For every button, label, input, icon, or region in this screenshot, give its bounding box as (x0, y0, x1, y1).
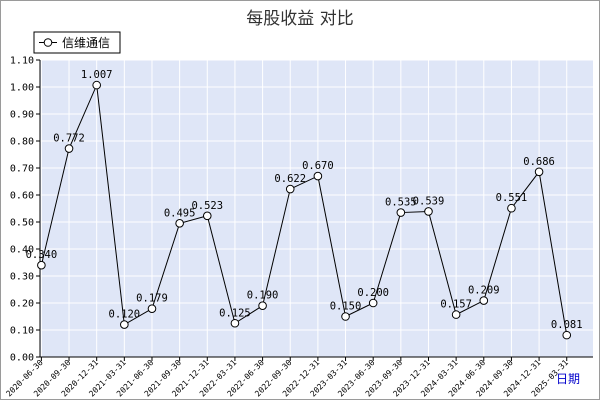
y-tick-label: 0.40 (10, 245, 34, 256)
y-tick-label: 0.20 (10, 299, 34, 310)
data-point (562, 330, 572, 340)
data-label: 0.209 (468, 285, 500, 297)
data-point (479, 296, 489, 305)
data-label: 0.539 (413, 195, 445, 207)
legend-marker-icon (43, 38, 53, 47)
y-tick-label: 0.30 (10, 272, 34, 283)
data-point (341, 312, 350, 321)
y-tick-label: 1.00 (10, 83, 34, 94)
y-tick-label: 1.10 (10, 56, 34, 67)
data-label: 0.120 (109, 309, 141, 321)
legend: 信维通信 (33, 31, 121, 54)
legend-series-name: 信维通信 (62, 36, 110, 50)
data-label: 0.523 (191, 200, 223, 212)
data-point (451, 310, 461, 319)
data-label: 0.190 (247, 290, 279, 302)
data-point (230, 318, 240, 328)
data-point (424, 207, 433, 216)
y-tick-labels: 0.00 0.10 0.20 0.30 0.40 0.50 0.60 0.70 0.80 0.90… (10, 56, 34, 364)
data-label: 0.686 (523, 156, 555, 168)
axes (39, 60, 593, 358)
legend-box (33, 31, 121, 54)
data-label: 0.535 (385, 197, 417, 209)
data-label: 0.340 (26, 249, 58, 261)
data-label: 0.200 (357, 287, 389, 299)
data-point (175, 219, 184, 228)
y-tick-label: 0.70 (10, 164, 34, 175)
y-tick-label: 0.90 (10, 110, 34, 121)
x-tick-labels: 2020-06-302020-09-302020-12-312021-03-31… (4, 358, 570, 399)
data-point (534, 167, 544, 177)
y-tick-label: 0.00 (10, 353, 34, 364)
data-label: 0.125 (219, 307, 251, 319)
series-line (37, 80, 572, 340)
data-point (368, 298, 378, 308)
grid-lines (36, 59, 593, 361)
data-label: 0.772 (53, 133, 85, 145)
data-point (258, 301, 267, 311)
data-point (64, 144, 74, 153)
data-label: 0.179 (136, 293, 168, 305)
data-label: 0.622 (274, 173, 306, 185)
series-line-path (40, 83, 568, 336)
plot-area (40, 60, 593, 357)
y-tick-label: 0.80 (10, 137, 34, 148)
data-point (202, 211, 212, 221)
data-point (507, 203, 516, 213)
data-label: 0.157 (440, 299, 472, 311)
data-point (313, 171, 323, 181)
data-label: 0.081 (551, 319, 583, 331)
data-label: 0.551 (496, 192, 528, 204)
data-label: 0.495 (164, 207, 196, 219)
data-label: 1.007 (81, 69, 113, 81)
y-tick-label: 0.10 (10, 326, 34, 337)
x-axis-label: 日期 (556, 372, 580, 386)
data-point (120, 320, 129, 329)
y-tick-label: 0.60 (10, 191, 34, 202)
data-point (396, 208, 406, 217)
data-label: 0.150 (330, 301, 362, 313)
data-label: 0.670 (302, 160, 334, 172)
data-point (147, 304, 157, 313)
chart-title: 每股收益 对比 (246, 9, 354, 29)
data-point (92, 80, 101, 90)
y-tick-label: 0.50 (10, 218, 34, 229)
data-point (37, 260, 46, 270)
data-point (285, 184, 295, 194)
